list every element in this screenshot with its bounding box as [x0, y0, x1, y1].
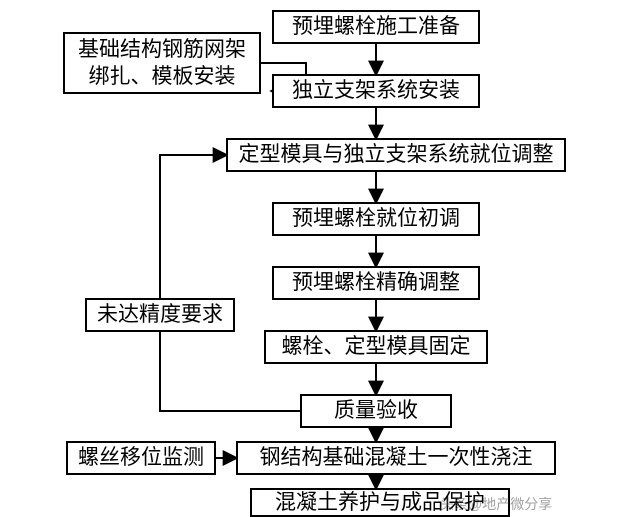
- node-precision-fail: 未达精度要求: [85, 298, 235, 332]
- node-prep: 预埋螺栓施工准备: [272, 10, 480, 44]
- node-mold-position: 定型模具与独立支架系统就位调整: [226, 138, 566, 172]
- node-shift-monitor: 螺丝移位监测: [66, 441, 216, 475]
- node-rebar-formwork: 基础结构钢筋网架 绑扎、模板安装: [63, 32, 261, 94]
- node-bolt-initial: 预埋螺栓就位初调: [272, 202, 480, 236]
- node-bracket-install: 独立支架系统安装: [272, 74, 480, 108]
- node-qc: 质量验收: [300, 394, 452, 428]
- node-fix-mold: 螺栓、定型模具固定: [264, 330, 488, 364]
- node-pour-concrete: 钢结构基础混凝土一次性浇注: [236, 441, 556, 475]
- node-bolt-precise: 预埋螺栓精确调整: [272, 266, 480, 300]
- watermark: 头条@地产微分享: [440, 494, 552, 514]
